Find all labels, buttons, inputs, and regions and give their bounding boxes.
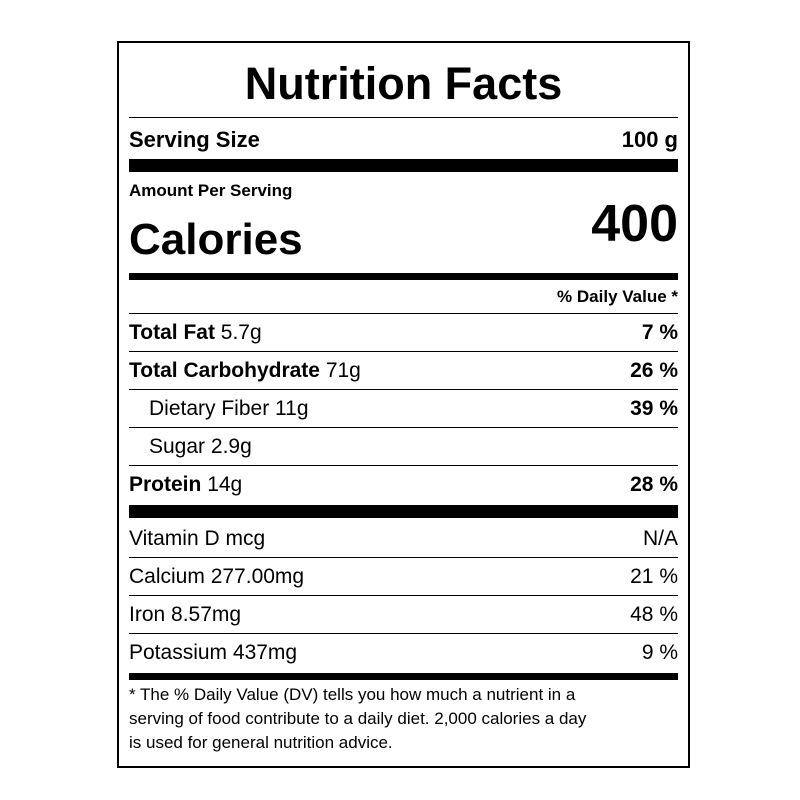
nutrient-name: Total Fat — [129, 320, 215, 344]
daily-value: 26 % — [630, 358, 678, 382]
nutrient-row: Dietary Fiber 11g 39 % — [129, 390, 678, 428]
daily-value: 21 % — [630, 564, 678, 588]
nutrient-name: Calcium — [129, 564, 205, 588]
nutrient: Dietary Fiber 11g — [129, 397, 309, 421]
footnote: * The % Daily Value (DV) tells you how m… — [129, 683, 678, 755]
nutrient-name: Protein — [129, 473, 202, 496]
calories-label: Calories — [129, 215, 303, 264]
nutrient-name: Total Carbohydrate — [129, 358, 320, 382]
serving-row: Serving Size 100 g — [129, 123, 678, 157]
nutrient-list: Total Fat 5.7g 7 % Total Carbohydrate 71g 2… — [129, 314, 678, 504]
nutrient: Protein 14g — [129, 473, 242, 497]
nutrient: Calcium 277.00mg — [129, 565, 304, 589]
nutrient-amount: 2.9g — [210, 434, 252, 458]
footnote-line: is used for general nutrition advice. — [129, 733, 393, 752]
nutrient: Potassium 437mg — [129, 641, 297, 665]
nutrient-name: Potassium — [129, 641, 228, 664]
nutrient-amount: 277.00mg — [210, 564, 305, 588]
serving-value: 100 g — [621, 127, 678, 152]
nutrient-row: Sugar 2.9g — [129, 428, 678, 466]
daily-value: 7 % — [641, 320, 678, 344]
daily-value: 39 % — [630, 396, 678, 420]
nutrient-row: Iron 8.57mg 48 % — [129, 596, 678, 634]
nutrient-amount: 8.57mg — [171, 602, 242, 626]
nutrient-row: Potassium 437mg 9 % — [129, 634, 678, 672]
nutrient-amount: 71g — [325, 358, 361, 382]
nutrient: Total Carbohydrate 71g — [129, 359, 361, 383]
nutrient-row: Protein 14g 28 % — [129, 466, 678, 504]
nutrient-amount: mcg — [225, 526, 266, 550]
divider — [129, 159, 678, 172]
serving-label: Serving Size — [129, 127, 260, 152]
nutrient-amount: 437mg — [232, 641, 298, 664]
footnote-line: serving of food contribute to a daily di… — [129, 709, 587, 728]
calories-value: 400 — [591, 195, 678, 253]
nutrient-name: Vitamin D — [129, 526, 220, 550]
daily-value: 9 % — [641, 641, 678, 664]
divider — [129, 117, 678, 118]
nutrient-row: Total Carbohydrate 71g 26 % — [129, 352, 678, 390]
vitamin-list: Vitamin D mcg N/A Calcium 277.00mg 21 % Iron… — [129, 520, 678, 672]
nutrient-name: Dietary Fiber — [149, 396, 270, 420]
nutrient-amount: 11g — [275, 396, 309, 420]
divider — [129, 313, 678, 314]
nutrient-name: Sugar — [149, 434, 206, 458]
title: Nutrition Facts — [244, 58, 563, 109]
nutrient: Total Fat 5.7g — [129, 321, 262, 345]
nutrient: Iron 8.57mg — [129, 603, 241, 627]
nutrient-amount: 5.7g — [220, 320, 262, 344]
divider — [129, 505, 678, 518]
dv-header: % Daily Value * — [557, 287, 678, 306]
nutrition-label: Nutrition Facts Serving Size 100 g Amoun… — [117, 41, 690, 768]
nutrient-amount: 14g — [207, 473, 243, 496]
divider — [129, 273, 678, 280]
daily-value: 48 % — [630, 602, 678, 626]
nutrient-row: Vitamin D mcg N/A — [129, 520, 678, 558]
daily-value: 28 % — [630, 473, 678, 496]
nutrient-name: Iron — [129, 602, 166, 626]
daily-value: N/A — [642, 526, 678, 550]
divider — [129, 673, 678, 680]
amount-per-serving: Amount Per Serving — [129, 181, 293, 200]
nutrient-row: Calcium 277.00mg 21 % — [129, 558, 678, 596]
nutrient-row: Total Fat 5.7g 7 % — [129, 314, 678, 352]
nutrient: Sugar 2.9g — [129, 435, 252, 459]
nutrient: Vitamin D mcg — [129, 527, 265, 551]
footnote-line: * The % Daily Value (DV) tells you how m… — [129, 685, 576, 704]
